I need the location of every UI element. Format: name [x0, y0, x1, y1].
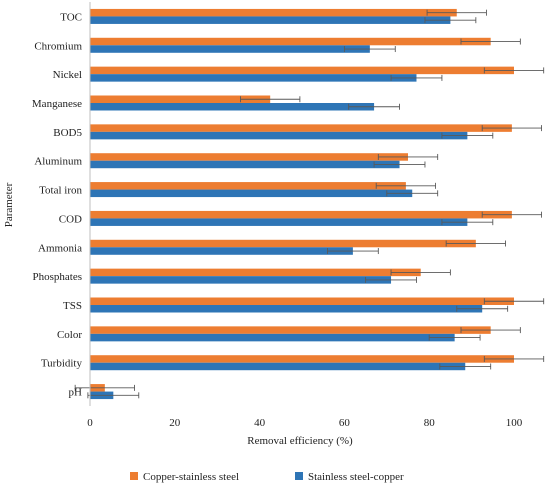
bar-chromium-series-1	[90, 45, 370, 53]
category-label-ammonia: Ammonia	[38, 242, 82, 254]
category-label-toc: TOC	[60, 11, 82, 23]
bar-nickel-series-1	[90, 74, 417, 82]
category-label-nickel: Nickel	[53, 69, 82, 81]
legend-label-stainless-copper: Stainless steel-copper	[308, 471, 404, 483]
bar-total-iron-series-0	[90, 182, 406, 190]
x-tick-labels: 0 20 40 60 80 100	[87, 417, 523, 429]
category-label-manganese: Manganese	[32, 98, 82, 110]
bar-toc-series-0	[90, 8, 457, 17]
x-tick-label-60: 60	[339, 417, 351, 429]
bar-bod5-series-0	[90, 124, 512, 132]
bar-tss-series-0	[90, 297, 514, 305]
bar-cod-series-1	[90, 218, 468, 226]
bar-phosphates-series-1	[90, 276, 392, 284]
category-label-cod: COD	[59, 213, 82, 225]
legend-swatch-stainless-copper	[295, 472, 303, 480]
bar-nickel-series-0	[90, 66, 514, 75]
legend-swatch-copper-stainless	[130, 472, 138, 480]
bar-cod-series-0	[90, 210, 512, 219]
bars-layer	[90, 8, 514, 400]
bar-manganese-series-0	[90, 95, 271, 103]
bar-phosphates-series-0	[90, 268, 421, 277]
category-label-phosphates: Phosphates	[33, 271, 83, 283]
legend: Copper-stainless steel Stainless steel-c…	[130, 471, 404, 483]
x-tick-label-40: 40	[254, 417, 266, 429]
bar-total-iron-series-1	[90, 189, 413, 198]
bar-chromium-series-0	[90, 37, 491, 46]
bar-color-series-1	[90, 333, 455, 342]
category-label-ph: pH	[69, 387, 83, 399]
x-tick-label-0: 0	[87, 417, 93, 429]
x-tick-label-20: 20	[169, 417, 181, 429]
bar-tss-series-1	[90, 305, 483, 313]
legend-label-copper-stainless: Copper-stainless steel	[143, 471, 239, 483]
bar-turbidity-series-0	[90, 355, 514, 363]
x-tick-label-100: 100	[506, 417, 523, 429]
x-axis-title: Removal efficiency (%)	[247, 435, 353, 447]
bar-ammonia-series-1	[90, 247, 353, 255]
bar-toc-series-1	[90, 16, 451, 24]
category-label-chromium: Chromium	[34, 40, 82, 52]
bar-color-series-0	[90, 326, 491, 334]
bar-bod5-series-1	[90, 131, 468, 140]
y-axis-title: Parameter	[3, 182, 15, 227]
error-bars-layer	[74, 9, 545, 399]
category-label-aluminum: Aluminum	[34, 156, 82, 168]
bar-ammonia-series-0	[90, 239, 476, 248]
category-label-tss: TSS	[63, 300, 82, 312]
category-label-total-iron: Total iron	[39, 185, 82, 197]
bar-turbidity-series-1	[90, 362, 466, 371]
category-label-bod5: BOD5	[53, 127, 82, 139]
category-labels: TOC Chromium Nickel Manganese BOD5 Aluminum To…	[32, 11, 83, 398]
bar-manganese-series-1	[90, 103, 375, 111]
bar-aluminum-series-1	[90, 160, 400, 169]
category-label-color: Color	[57, 329, 82, 341]
x-tick-label-80: 80	[424, 417, 436, 429]
category-label-turbidity: Turbidity	[41, 358, 83, 370]
bar-aluminum-series-0	[90, 153, 408, 161]
